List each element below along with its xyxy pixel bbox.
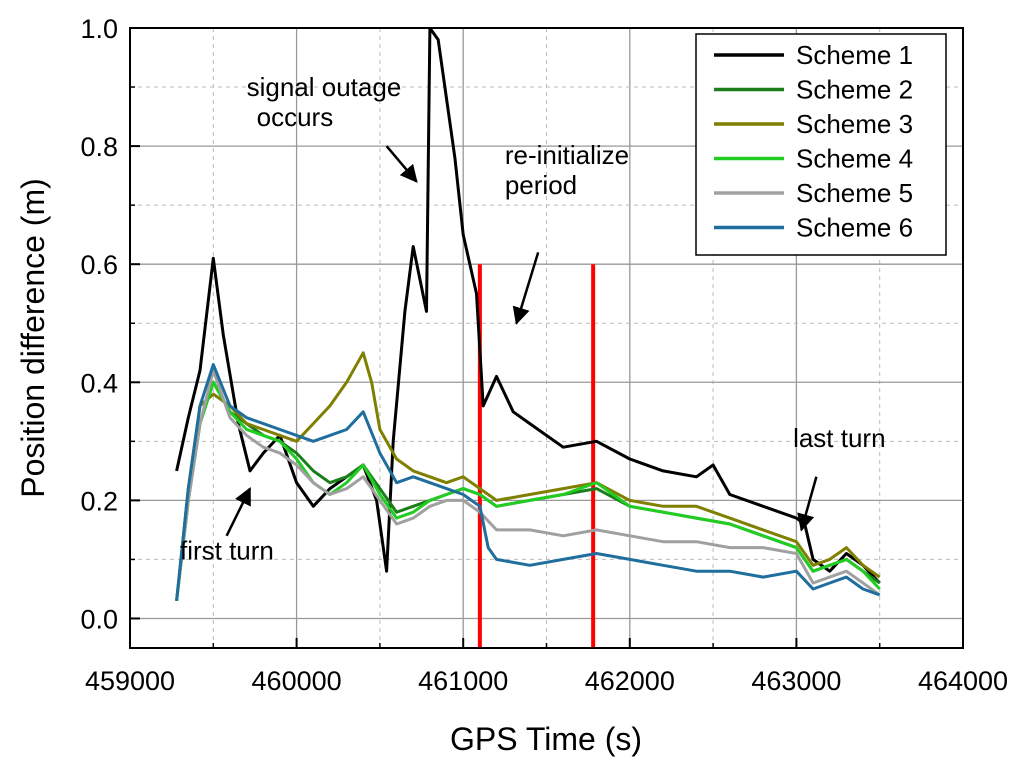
legend-label: Scheme 5 [796,178,913,208]
x-tick-label: 459000 [85,666,175,696]
legend-label: Scheme 4 [796,144,913,174]
y-tick-label: 0.0 [80,604,118,634]
legend: Scheme 1 Scheme 2 Scheme 3 Scheme 4 Scheme 5… [695,33,947,256]
annotation: first turn [180,487,274,565]
legend-label: Scheme 2 [796,75,913,105]
axis-ticks: 459000 460000 461000 462000 463000 464000 0.0 0… [80,14,1008,696]
annotation-text: occurs [257,102,334,132]
y-axis-title: Position difference (m) [15,178,51,498]
annotation-arrow [512,252,540,325]
series-line-scheme-1 [175,28,881,585]
series-line-scheme-6 [175,363,881,601]
series-line-scheme-3 [175,351,881,601]
annotation-text: signal outage [247,72,402,102]
x-axis-title: GPS Time (s) [450,721,642,757]
legend-label: Scheme 3 [796,109,913,139]
x-tick-label: 461000 [418,666,508,696]
x-tick-label: 460000 [252,666,342,696]
x-tick-label: 464000 [918,666,1008,696]
x-tick-label: 463000 [751,666,841,696]
y-tick-label: 0.4 [80,368,118,398]
annotation: last turn [793,423,886,532]
legend-box [695,33,947,256]
series-line-scheme-5 [175,369,881,601]
y-tick-label: 0.8 [80,132,118,162]
series-lines [175,28,881,601]
y-tick-label: 1.0 [80,14,118,44]
annotation-text: re-initialize [505,140,629,170]
annotation-text: last turn [793,423,886,453]
annotation-arrow [385,145,418,183]
annotation-arrow [797,476,818,532]
annotation-arrow [225,487,252,537]
series-line-scheme-2 [175,380,881,601]
vertical-markers [477,264,596,648]
y-tick-label: 0.2 [80,486,118,516]
legend-label: Scheme 1 [796,40,913,70]
x-tick-label: 462000 [585,666,675,696]
y-tick-label: 0.6 [80,250,118,280]
annotation-text: first turn [180,535,274,565]
series-line-scheme-4 [175,380,881,601]
annotation-text: period [505,170,577,200]
legend-label: Scheme 6 [796,213,913,243]
